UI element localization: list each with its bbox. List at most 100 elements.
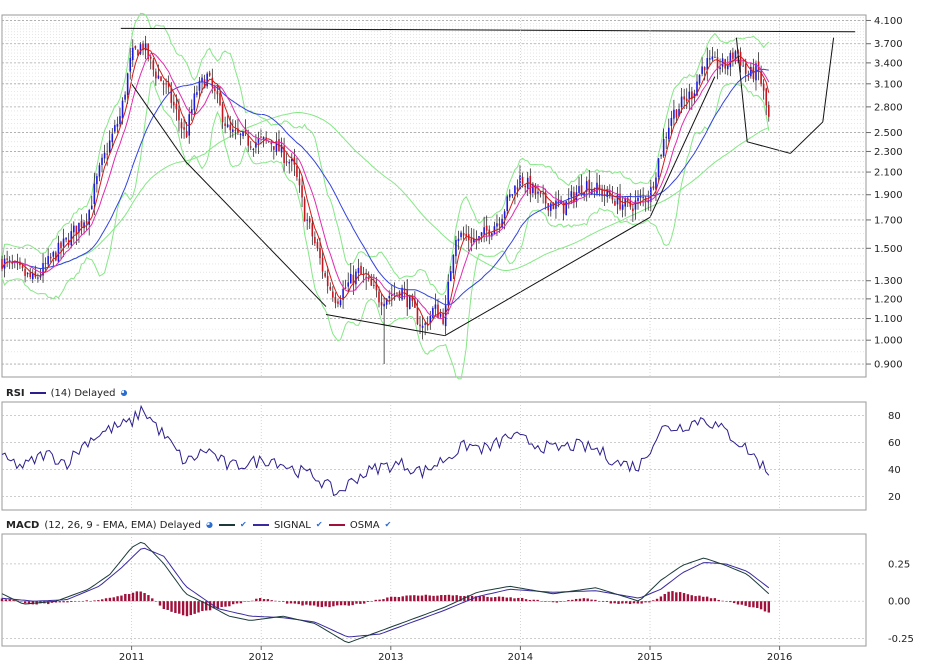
rsi-title: RSI [6, 387, 25, 399]
candle-body [234, 129, 237, 131]
osma-bar [27, 601, 31, 604]
candle-body [306, 219, 308, 221]
osma-bar [767, 601, 770, 613]
checkbox-icon[interactable]: ✔ [239, 520, 247, 529]
macd-line [1, 541, 770, 644]
trend-line [649, 76, 716, 218]
candle-body [75, 225, 78, 235]
candle-body [601, 188, 603, 197]
osma-bar [494, 597, 497, 602]
osma-bar [147, 595, 150, 602]
resistance-line [120, 27, 856, 33]
osma-bar [85, 600, 88, 602]
moving-average-slow-line [1, 68, 769, 306]
osma-label: OSMA [349, 519, 380, 531]
osma-bar [490, 597, 493, 602]
osma-bar [151, 598, 154, 602]
candle-body [62, 238, 65, 247]
candle-body [532, 183, 534, 194]
osma-bar [497, 596, 501, 602]
candle-body [665, 136, 668, 138]
candle-body [42, 263, 44, 276]
osma-bar [366, 601, 370, 602]
price-tick-label: 1.300 [874, 276, 903, 287]
trend-line [185, 161, 327, 307]
candle-body [421, 325, 424, 328]
candle-body [667, 127, 670, 139]
candle-body [26, 272, 29, 275]
osma-bar [559, 601, 562, 602]
osma-bar [725, 601, 728, 602]
osma-bar [293, 601, 297, 604]
candle-body [419, 324, 421, 327]
checkbox-icon[interactable]: ✔ [315, 520, 323, 529]
osma-bar [181, 601, 185, 616]
osma-bar [598, 601, 601, 602]
candle-body [462, 233, 465, 236]
settings-icon[interactable]: ◕ [120, 388, 128, 397]
price-tick-label: 0.900 [874, 360, 903, 371]
candle-body [393, 293, 396, 295]
candle-body [378, 291, 380, 303]
osma-bar [440, 595, 443, 602]
osma-bar [536, 599, 539, 602]
candle-body [373, 284, 375, 286]
candle-body [242, 131, 244, 137]
candle-body [637, 197, 639, 202]
candle-body [316, 242, 319, 249]
candle-body [750, 66, 752, 77]
candle-body [465, 233, 467, 237]
osma-bar [613, 601, 616, 604]
osma-bar [729, 601, 732, 603]
candle-body [657, 158, 660, 177]
osma-bar [544, 601, 547, 602]
osma-bar [31, 601, 35, 605]
candle-body [662, 139, 665, 157]
candle-body [211, 77, 214, 87]
osma-bar [370, 601, 374, 602]
osma-bar [671, 591, 674, 602]
candle-body [467, 234, 470, 241]
candle-body [319, 248, 321, 259]
osma-bar [636, 601, 639, 604]
osma-bar [424, 594, 428, 602]
trend-line [790, 121, 824, 154]
candle-body [680, 96, 683, 108]
osma-bar [74, 601, 77, 602]
osma-bar [251, 600, 254, 602]
checkbox-icon[interactable]: ✔ [384, 520, 392, 529]
rsi-tick-label: 40 [888, 465, 901, 476]
candle-body [1, 258, 3, 269]
candle-body [162, 83, 165, 85]
candle-body [329, 286, 332, 290]
candle-body [739, 51, 742, 66]
candle-body [719, 67, 721, 70]
candle-body [729, 52, 732, 67]
osma-bar [756, 601, 759, 608]
candle-body [201, 77, 203, 83]
candle-body [131, 47, 134, 61]
osma-bar [509, 597, 512, 602]
candle-body [385, 298, 388, 305]
settings-icon[interactable]: ◕ [205, 520, 213, 529]
candle-body [239, 134, 242, 136]
candle-body [144, 43, 147, 51]
osma-bar [617, 601, 620, 604]
candle-body [711, 56, 714, 60]
osma-bar [709, 598, 713, 602]
osma-bar [285, 601, 289, 604]
candle-body [270, 142, 273, 145]
candle-body [101, 157, 103, 166]
osma-bar [197, 601, 200, 613]
candle-body [262, 137, 265, 140]
candle-body [675, 109, 678, 118]
candle-body [155, 71, 157, 79]
candle-body [229, 124, 232, 131]
candle-body [411, 296, 414, 301]
candle-body [47, 256, 49, 265]
candle-body [542, 192, 544, 194]
osma-bar [443, 595, 447, 602]
candle-body [688, 91, 691, 100]
candle-body [178, 109, 180, 121]
